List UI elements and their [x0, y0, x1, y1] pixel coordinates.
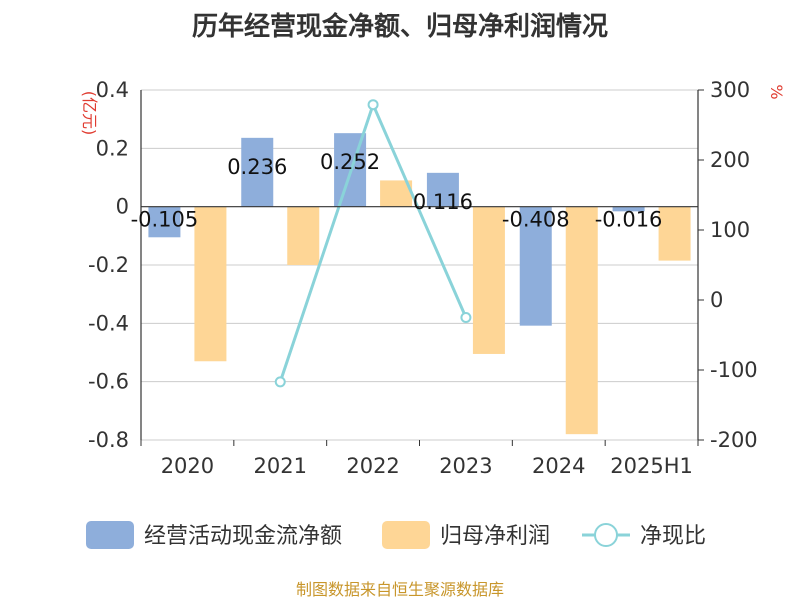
bar-data-label: -0.105 [131, 208, 199, 232]
x-tick-label: 2022 [346, 454, 399, 478]
right-tick-label: 300 [710, 78, 750, 102]
netprofit-bar [565, 206, 598, 435]
ratio-line-layer [274, 99, 472, 388]
legend-ratio: 净现比 [582, 523, 706, 549]
right-tick-label: -100 [710, 358, 758, 382]
netprofit-bar [658, 206, 691, 261]
left-tick-label: -0.4 [88, 311, 129, 335]
legend-swatch [86, 521, 134, 549]
right-axis-label: % [767, 84, 786, 99]
cashflow-bar [519, 206, 552, 326]
data-labels-layer: -0.105 0.236 0.252 0.116 -0.408 -0.016 [131, 150, 663, 232]
left-tick-label: 0.4 [96, 78, 129, 102]
legend-label: 经营活动现金流净额 [144, 524, 342, 549]
cashflow-bar [426, 172, 459, 207]
legend-cashflow: 经营活动现金流净额 [86, 521, 342, 549]
cashflow-bar [612, 206, 645, 212]
legend-swatch [382, 521, 430, 549]
x-tick-label: 2025H1 [610, 454, 693, 478]
left-tick-label: -0.6 [88, 370, 129, 394]
right-tick-label: 200 [710, 148, 750, 172]
legend-marker [594, 523, 618, 547]
x-tick-label: 2023 [439, 454, 492, 478]
source-note: 制图数据来自恒生聚源数据库 [296, 580, 504, 599]
legend: 经营活动现金流净额 归母净利润 净现比 [86, 521, 706, 549]
netprofit-bar [287, 206, 320, 265]
bar-data-label: 0.252 [320, 150, 380, 174]
ratio-point [367, 99, 379, 111]
netprofit-bar [472, 206, 505, 354]
axes-layer: 0.4 0.2 0 -0.2 -0.4 -0.6 -0.8 300 200 100 0 -100 -20… [88, 78, 758, 478]
x-tick-label: 2024 [532, 454, 585, 478]
right-tick-label: 100 [710, 218, 750, 242]
left-tick-label: 0.2 [96, 136, 129, 160]
bar-data-label: 0.236 [227, 155, 287, 179]
x-tick-label: 2020 [161, 454, 214, 478]
left-tick-label: 0 [116, 195, 129, 219]
netprofit-bar [194, 206, 227, 362]
right-tick-label: 0 [710, 288, 723, 312]
bar-data-label: -0.016 [595, 208, 663, 232]
bar-data-label: -0.408 [502, 208, 570, 232]
cashflow-bar [241, 137, 274, 207]
x-tick-label: 2021 [254, 454, 307, 478]
left-tick-label: -0.8 [88, 428, 129, 452]
right-tick-label: -200 [710, 428, 758, 452]
legend-label: 净现比 [640, 524, 706, 549]
bar-data-label: 0.116 [413, 190, 473, 214]
legend-label: 归母净利润 [440, 524, 550, 549]
ratio-point [460, 312, 472, 323]
left-axis-label: (亿元) [80, 91, 99, 136]
chart-title: 历年经营现金净额、归母净利润情况 [192, 11, 608, 42]
legend-netprofit: 归母净利润 [382, 521, 550, 549]
cashflow-bar [148, 206, 181, 238]
left-tick-label: -0.2 [88, 253, 129, 277]
ratio-point [274, 376, 286, 388]
